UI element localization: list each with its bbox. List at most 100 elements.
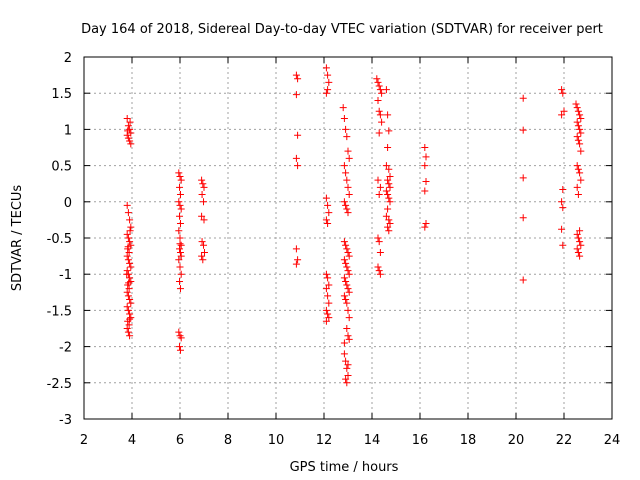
data-point	[176, 201, 184, 209]
data-point	[386, 220, 394, 228]
data-point	[325, 314, 333, 322]
data-point	[292, 245, 300, 253]
data-point	[292, 91, 300, 99]
data-point	[324, 220, 332, 228]
data-point	[175, 198, 183, 206]
data-point	[177, 241, 185, 249]
data-point	[574, 248, 582, 256]
data-point	[294, 162, 302, 170]
data-point	[576, 238, 584, 246]
data-point	[126, 137, 134, 145]
axis-ticks	[83, 56, 613, 420]
data-point	[375, 267, 383, 275]
data-point	[382, 212, 390, 220]
data-point	[176, 343, 184, 351]
data-point	[574, 107, 582, 115]
data-point	[385, 180, 393, 188]
data-point	[577, 176, 585, 184]
data-point	[124, 122, 132, 130]
data-point	[559, 89, 567, 97]
data-point	[126, 238, 134, 246]
data-point	[345, 270, 353, 278]
data-point	[125, 279, 133, 287]
data-point	[125, 248, 133, 256]
data-points	[123, 64, 585, 387]
data-point	[385, 194, 393, 202]
data-point	[199, 180, 207, 188]
data-point	[344, 147, 352, 155]
data-point	[576, 140, 584, 148]
data-point	[376, 248, 384, 256]
data-point	[386, 172, 394, 180]
data-point	[123, 201, 131, 209]
x-tick-label: 8	[224, 433, 232, 448]
data-point	[126, 332, 134, 340]
data-point	[126, 296, 134, 304]
data-point	[127, 314, 135, 322]
x-tick-label: 2	[80, 433, 88, 448]
data-point	[124, 234, 132, 242]
data-point	[325, 78, 333, 86]
data-point	[345, 154, 353, 162]
data-point	[343, 299, 351, 307]
chart-title: Day 164 of 2018, Sidereal Day-to-day VTE…	[81, 22, 603, 37]
data-point	[384, 205, 392, 213]
x-tick-labels: 2 4 6 8 10 12 14 16 18 20 22 24	[80, 433, 620, 448]
data-point	[322, 285, 330, 293]
data-point	[176, 285, 184, 293]
data-point	[127, 263, 135, 271]
x-tick-label: 24	[604, 433, 621, 448]
data-point	[375, 238, 383, 246]
data-point	[574, 136, 582, 144]
data-point	[325, 281, 333, 289]
data-point	[373, 75, 381, 83]
data-point	[200, 198, 208, 206]
y-tick-label: 1	[64, 123, 72, 138]
data-point	[375, 129, 383, 137]
data-point	[576, 169, 584, 177]
data-point	[124, 306, 132, 314]
data-point	[574, 165, 582, 173]
data-point	[176, 277, 184, 285]
data-point	[123, 288, 131, 296]
data-point	[342, 296, 350, 304]
data-point	[573, 230, 581, 238]
data-point	[200, 241, 208, 249]
data-point	[176, 240, 184, 248]
data-point	[198, 252, 206, 260]
data-point	[127, 299, 135, 307]
data-point	[200, 183, 208, 191]
data-point	[123, 115, 131, 123]
data-point	[292, 71, 300, 79]
data-point	[176, 263, 184, 271]
data-point	[344, 285, 352, 293]
data-point	[573, 133, 581, 141]
x-tick-label: 20	[508, 433, 525, 448]
data-point	[576, 125, 584, 133]
data-point	[292, 154, 300, 162]
y-tick-label: 0	[64, 196, 72, 211]
y-tick-label: -2	[59, 341, 72, 356]
x-tick-label: 16	[412, 433, 429, 448]
data-point	[577, 241, 585, 249]
data-point	[376, 111, 384, 119]
data-point	[559, 185, 567, 193]
data-point	[343, 205, 351, 213]
data-point	[294, 131, 302, 139]
data-point	[558, 86, 566, 94]
data-point	[559, 241, 567, 249]
y-tick-label: 1.5	[51, 87, 72, 102]
data-point	[385, 165, 393, 173]
data-point	[378, 89, 386, 97]
data-point	[340, 162, 348, 170]
data-point	[294, 256, 302, 264]
data-point	[573, 104, 581, 112]
data-point	[573, 245, 581, 253]
data-point	[340, 292, 348, 300]
x-tick-label: 6	[176, 433, 184, 448]
data-point	[342, 357, 350, 365]
data-point	[177, 270, 185, 278]
data-point	[340, 256, 348, 264]
data-point	[127, 140, 135, 148]
y-tick-label: -1	[59, 268, 72, 283]
